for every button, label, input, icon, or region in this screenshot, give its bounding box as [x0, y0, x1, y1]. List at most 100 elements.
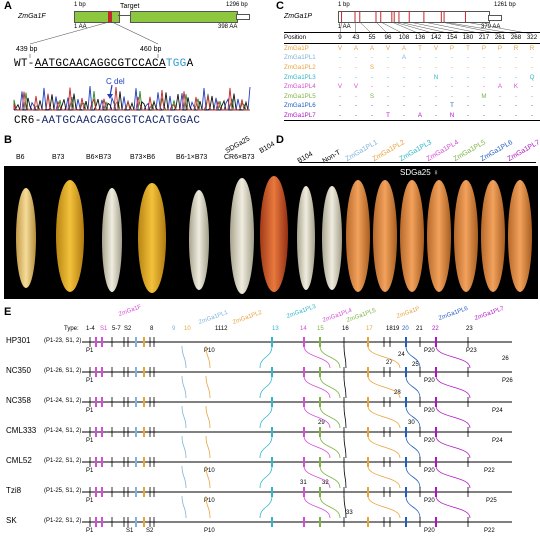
synteny-connector: [259, 375, 273, 399]
end-bp-label: 1296 bp: [226, 2, 248, 8]
residue-cell: -: [514, 73, 518, 81]
line-info: (P1-22, S1, 2): [44, 458, 82, 464]
residue-cell: -: [482, 73, 486, 81]
inline-copy-number: 24: [398, 352, 405, 358]
cr6-sequence: CR6-AATGCAACAGGCGTCACATGGAC: [14, 115, 200, 127]
b-label-3: B73×B6: [130, 154, 156, 161]
residue-cell: -: [466, 83, 470, 91]
c-start-aa: 1 AA: [338, 24, 351, 30]
copy-label: P1: [86, 378, 94, 384]
synteny-connector: [405, 345, 421, 369]
residue-cell: T: [380, 110, 396, 122]
residue-cell: -: [402, 102, 406, 110]
variant-connector: [394, 21, 437, 35]
residue-cell: S: [369, 92, 375, 100]
synteny-connector: [343, 465, 347, 489]
residue-cell: -: [476, 110, 492, 122]
residue-cell: -: [508, 110, 524, 122]
position-cell: 180: [460, 32, 476, 44]
copy-label: P20: [424, 468, 435, 474]
residue-cell: -: [354, 54, 358, 62]
synteny-connector: [181, 345, 187, 369]
type-number: 16: [342, 326, 349, 332]
synteny-connector: [435, 465, 471, 489]
allele-name: ZmGa1PL5: [284, 92, 316, 100]
residue-cell: T: [418, 44, 422, 52]
residue-cell: -: [498, 64, 502, 72]
residue-cell: -: [450, 73, 454, 81]
residue-cell: -: [370, 73, 374, 81]
position-cell: 154: [444, 32, 460, 44]
inline-copy-number: 27: [386, 360, 393, 366]
line-info: (P1-24, S1, 2): [44, 398, 82, 404]
type-number: 15: [317, 326, 324, 332]
residue-cell: -: [498, 54, 502, 62]
residue-cell: -: [482, 54, 486, 62]
synteny-connector: [343, 375, 347, 399]
synteny-connector: [259, 465, 273, 489]
synteny-connector: [343, 495, 347, 519]
residue-cell: -: [386, 92, 390, 100]
allele-name: ZmGa1PL2: [284, 64, 316, 72]
residue-cell: -: [492, 110, 508, 122]
synteny-connector: [367, 435, 401, 459]
synteny-connector: [181, 465, 187, 489]
position-cell: 96: [380, 32, 396, 44]
position-cell: 217: [476, 32, 492, 44]
residue-cell: A: [497, 83, 503, 91]
utr-3prime: [236, 14, 250, 20]
line-name: Tzi8: [6, 486, 22, 495]
residue-cell: -: [434, 83, 438, 91]
residue-cell: -: [434, 102, 438, 110]
copy-label: P20: [424, 408, 435, 414]
residue-cell: T: [466, 44, 470, 52]
allele-row: ZmGa1PL6 - - - - - - - T - - - - -: [284, 101, 540, 111]
synteny-connector: [435, 345, 471, 369]
synteny-connector: [181, 435, 187, 459]
wt-seq-post: A: [186, 58, 194, 70]
synteny-connector: [205, 345, 211, 369]
residue-cell: -: [466, 64, 470, 72]
synteny-connector: [205, 495, 211, 519]
residue-cell: -: [418, 92, 422, 100]
synteny-connector: [205, 405, 211, 429]
synteny-connector: [319, 435, 341, 459]
inline-copy-number: 31: [300, 480, 307, 486]
allele-name: ZmGa1PL7: [284, 110, 332, 122]
copy-label: P22: [484, 468, 495, 474]
residue-cell: -: [450, 64, 454, 72]
pos-left-label: 439 bp: [16, 46, 38, 53]
allele-name: ZmGa1P: [284, 44, 309, 52]
end-aa-label: 398 AA: [218, 24, 238, 30]
synteny-connector: [405, 375, 421, 399]
residue-cell: -: [338, 64, 342, 72]
synteny-connector: [303, 345, 331, 369]
residue-cell: -: [338, 102, 342, 110]
synteny-connector: [435, 405, 471, 429]
residue-cell: S: [369, 64, 375, 72]
type-number: S2: [124, 326, 132, 332]
variant-connector: [441, 21, 501, 35]
synteny-connector: [259, 495, 273, 519]
residue-cell: -: [530, 64, 534, 72]
synteny-connector: [303, 405, 331, 429]
c-utr-3prime: [488, 15, 502, 21]
residue-cell: -: [482, 102, 486, 110]
synteny-connector: [367, 465, 401, 489]
synteny-connector: [181, 405, 187, 429]
cr6-seq: AATGCAACAGGCGTCACATGGAC: [41, 115, 201, 127]
residue-cell: -: [338, 92, 342, 100]
panel-label-c: C: [276, 0, 284, 12]
inline-copy-number: 32: [322, 480, 329, 486]
line-info: (P1-26, S1, 2): [44, 368, 82, 374]
synteny-connector: [205, 375, 211, 399]
residue-cell: T: [450, 102, 454, 110]
copy-label: P10: [204, 468, 215, 474]
residue-cell: M: [481, 92, 487, 100]
synteny-connector: [319, 345, 341, 369]
synteny-connector: [343, 405, 347, 429]
line-info: (P1-24, S1, 2): [44, 428, 82, 434]
residue-cell: -: [514, 64, 518, 72]
line-name: SK: [6, 516, 17, 525]
residue-cell: -: [386, 73, 390, 81]
